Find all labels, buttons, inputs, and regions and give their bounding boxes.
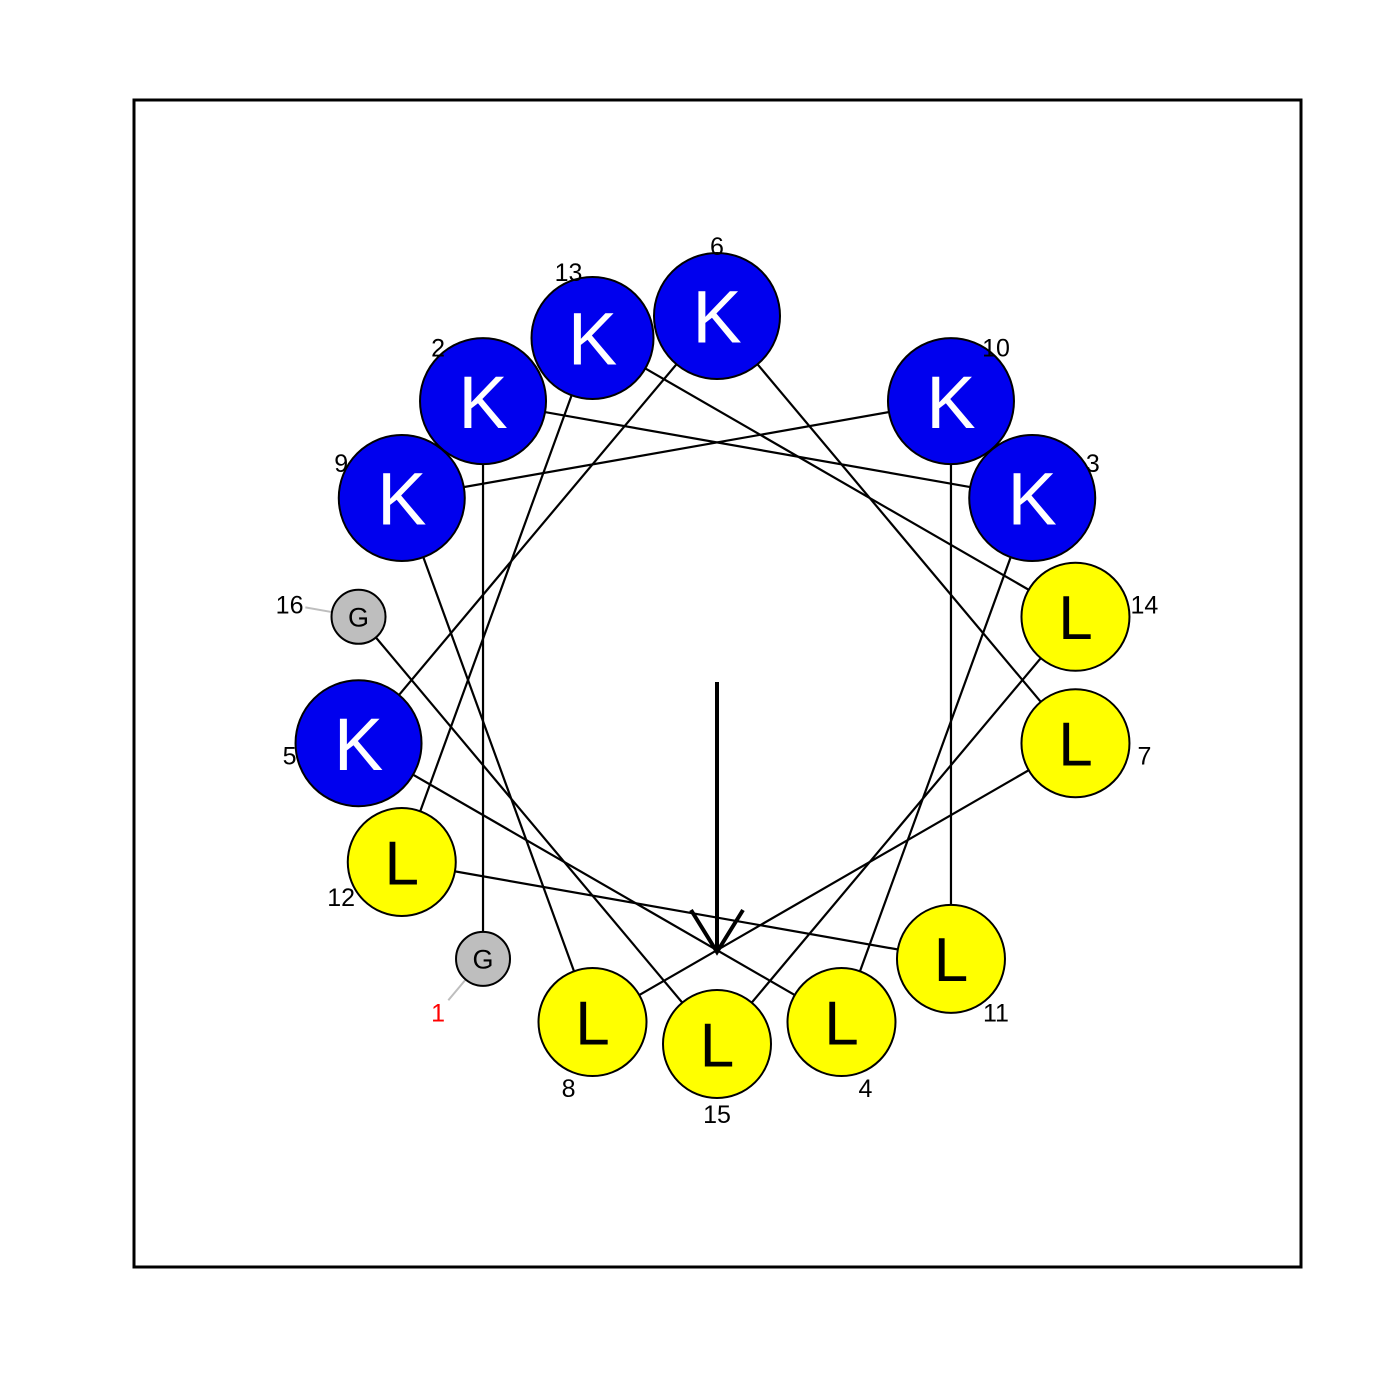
position-label-4: 4: [858, 1075, 872, 1103]
label-leader: [305, 606, 335, 614]
residue-circle-8: [537, 967, 648, 1078]
residue-circle-15: [662, 989, 772, 1099]
connector-line: [591, 336, 1077, 618]
residue-circle-1: [455, 930, 512, 987]
residue-letter-8: L: [575, 989, 609, 1058]
residue-circle-7: [1020, 688, 1131, 799]
residue-letter-6: K: [692, 276, 741, 359]
residue-circle-12: [346, 807, 457, 917]
residue-letter-12: L: [385, 829, 419, 898]
connector-line: [357, 616, 718, 1045]
position-label-14: 14: [1131, 592, 1159, 620]
residue-letter-10: K: [926, 361, 975, 444]
residue-letter-1: G: [473, 945, 494, 975]
residue-circle-3: [968, 434, 1097, 562]
position-label-15: 15: [703, 1101, 731, 1129]
residue-letter-15: L: [700, 1011, 734, 1080]
residue-circle-6: [653, 252, 781, 380]
position-label-6: 6: [710, 233, 724, 261]
residue-letter-11: L: [934, 926, 968, 995]
connector-line: [357, 742, 843, 1024]
residue-circle-5: [294, 679, 423, 808]
connector-line: [357, 315, 718, 744]
residue-circle-2: [419, 337, 548, 466]
connector-line: [716, 616, 1077, 1045]
connector-line: [401, 860, 952, 960]
connector-line: [716, 315, 1077, 744]
connector-line: [840, 497, 1034, 1023]
connector-line: [400, 337, 594, 863]
position-label-1: 1: [431, 999, 445, 1027]
residue-circle-11: [895, 903, 1006, 1014]
position-label-7: 7: [1137, 742, 1151, 770]
residue-circle-10: [886, 337, 1015, 466]
position-label-16: 16: [276, 592, 304, 620]
residue-circle-4: [786, 967, 897, 1078]
residue-circle-9: [337, 434, 466, 562]
connector-line: [591, 742, 1077, 1024]
position-label-3: 3: [1086, 450, 1100, 478]
residue-letter-5: K: [334, 703, 383, 786]
position-label-13: 13: [555, 259, 583, 287]
position-label-10: 10: [982, 335, 1010, 363]
hydrophobic-moment-arrow: [689, 682, 745, 956]
position-label-11: 11: [983, 999, 1009, 1027]
residue-circle-14: [1020, 561, 1131, 672]
position-label-2: 2: [431, 335, 445, 363]
residue-letter-2: K: [458, 361, 507, 444]
connector-line: [482, 400, 1033, 500]
residue-letter-4: L: [824, 989, 858, 1058]
residue-letter-9: K: [377, 458, 426, 541]
connector-line: [401, 400, 952, 500]
connector-line: [400, 497, 594, 1023]
plot-frame: [132, 98, 1303, 1269]
residue-letter-13: K: [568, 298, 617, 381]
residue-circle-13: [530, 275, 655, 400]
position-label-5: 5: [283, 742, 297, 770]
residue-circle-16: [330, 588, 387, 645]
position-label-12: 12: [327, 884, 355, 912]
label-leader: [447, 977, 468, 1001]
moment-arrow-head: [689, 908, 745, 956]
position-label-8: 8: [562, 1075, 576, 1103]
residue-letter-7: L: [1058, 711, 1092, 780]
residue-letter-14: L: [1058, 584, 1092, 653]
position-label-9: 9: [334, 450, 348, 478]
connector-lines: [357, 315, 1077, 1045]
residue-letter-16: G: [348, 603, 369, 633]
residue-letter-3: K: [1008, 458, 1057, 541]
